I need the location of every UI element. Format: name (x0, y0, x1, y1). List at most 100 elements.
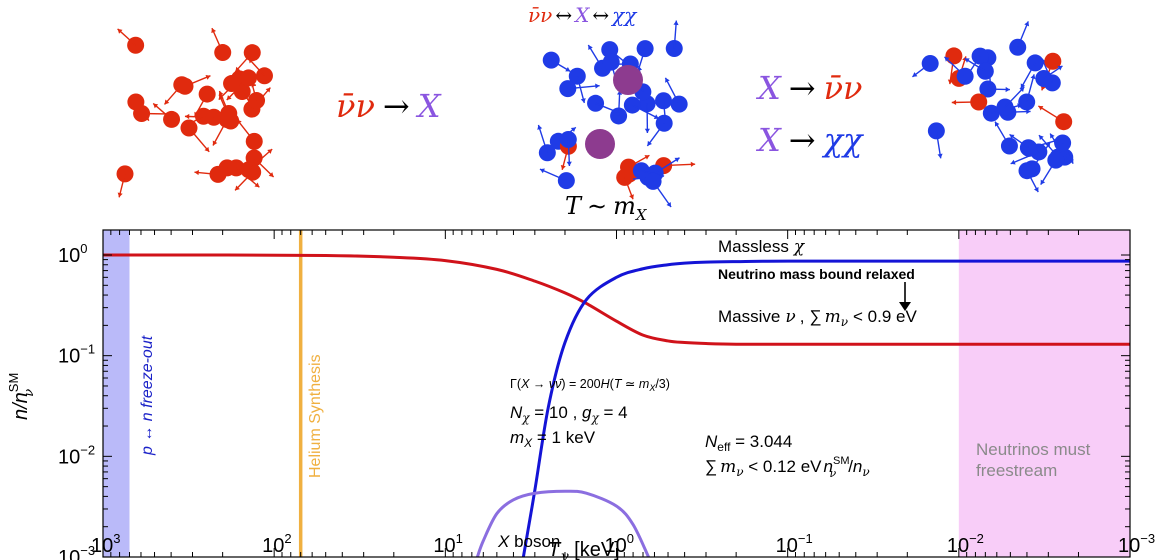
neutrino-particle-velocity (253, 157, 275, 178)
chi-particle-arrowhead (647, 140, 653, 146)
sum-m-nu-bound-label: ∑ mν < 0.12 eV nSM ν/nν (705, 455, 870, 480)
curves-layer (102, 253, 1130, 558)
neutrino-particle-arrowhead (644, 155, 650, 160)
chi-particle-arrowhead (1050, 133, 1055, 139)
chi-particle-arrowhead (644, 128, 650, 134)
neutrino-particle-velocity (211, 27, 224, 53)
chi-particle-arrowhead (937, 153, 943, 159)
chi-particle-velocity (652, 181, 672, 208)
chi-particle-arrowhead (912, 72, 918, 77)
particle-panel-decay (912, 21, 1074, 193)
chi-particle-arrowhead (588, 45, 593, 51)
particle-panel-equilibrium (537, 20, 696, 208)
x-boson-particle (613, 65, 643, 95)
chi-particle-velocity (1040, 159, 1057, 185)
chi-particle-arrowhead (1033, 187, 1039, 193)
massless-chi-label: Massless χ (718, 237, 806, 257)
chi-particle-velocity (664, 77, 680, 105)
chi-particle-arrowhead (964, 58, 970, 63)
neutrino-particle-arrowhead (194, 170, 199, 176)
neff-label: Neff = 3.044 (705, 432, 792, 454)
chi-particle-velocity (654, 157, 680, 174)
neutrino-particle-velocity (1038, 105, 1065, 123)
pn-freezeout-label: p ↔ n freeze-out (139, 335, 156, 456)
chi-particle-arrowhead (666, 201, 672, 207)
neutrino-particle-velocity (949, 55, 955, 85)
chi-particle-arrowhead (653, 114, 659, 119)
mass-bound-arrow (899, 282, 911, 311)
chi-particle-arrowhead (1009, 134, 1015, 140)
x-tick-label-0: 103 (91, 531, 120, 557)
x-tick-label-2: 101 (433, 531, 462, 557)
x-axis-label: Tγ [keV] (548, 539, 620, 560)
chi-particle-arrowhead (994, 121, 1000, 127)
chi-particle-velocity (1026, 74, 1035, 103)
neutrino-particle-velocity (141, 112, 173, 115)
chi-particle-velocity (632, 104, 660, 120)
chi-particle-arrowhead (673, 20, 679, 26)
neutrino-particle-velocity (193, 93, 208, 118)
m-x-label: mX = 1 keV (510, 428, 596, 450)
neutrino-particle-arrowhead (265, 87, 271, 93)
neutrino-particle-velocity (163, 84, 183, 105)
y-axis-label: n/nSMν (6, 373, 37, 420)
chi-particle-velocity (1031, 142, 1051, 170)
neutrino-particle-velocity (951, 101, 979, 104)
x-tick-label-4: 10−1 (776, 531, 813, 557)
neutrino-particle-velocity (663, 163, 696, 167)
y-tick-label-3: 10−3 (58, 543, 95, 560)
neutrino-particle-arrowhead (1038, 106, 1044, 111)
y-tick-label-2: 10−2 (58, 442, 95, 468)
chi-particle-arrowhead (570, 127, 576, 133)
chi-particle-velocity (994, 121, 1011, 147)
neutrino-particle-arrowhead (164, 99, 170, 105)
neutrino-particle-arrowhead (117, 28, 123, 34)
chi-particle-velocity (935, 130, 942, 159)
series-line-0 (102, 253, 1130, 346)
bands-layer (103, 230, 1130, 557)
neutrino-particle-arrowhead (153, 103, 159, 109)
chi-particle-velocity (1017, 21, 1029, 48)
band-0 (103, 230, 130, 557)
neutrino-particle-arrowhead (268, 172, 274, 177)
neutrino-particle-arrowhead (267, 149, 273, 154)
chi-particle-arrowhead (1030, 74, 1036, 80)
neutrino-particle-arrowhead (248, 58, 254, 64)
y-tick-label-1: 10−1 (58, 342, 95, 368)
chi-particle-velocity (944, 56, 966, 77)
x-tick-label-3: 100 (605, 531, 634, 557)
neutrino-particle-velocity (184, 115, 214, 118)
neutrino-particle-arrowhead (560, 164, 566, 170)
chi-particle-arrowhead (665, 77, 670, 83)
massive-nu-label: Massive ν, ∑ mν < 0.9 eV (718, 307, 917, 329)
neutrino-particle-arrowhead (204, 146, 210, 152)
chi-particle-velocity (567, 85, 600, 90)
reaction-x-to-chi: X → χχ (755, 121, 864, 159)
mass-bound-relaxed-label: Neutrino mass bound relaxed (718, 266, 915, 282)
freestream-label-1: Neutrinos must (976, 440, 1091, 459)
x-tick-label-5: 10−2 (947, 531, 984, 557)
neutrino-particle-arrowhead (194, 111, 199, 117)
neutrino-particle-arrowhead (226, 95, 232, 100)
chi-particle-velocity (537, 124, 548, 153)
chi-particle-arrowhead (613, 108, 619, 114)
equilibrium-equation: ν̄ν ↔ X ↔ χχ (528, 3, 638, 27)
chi-particle-velocity (567, 139, 571, 167)
chi-particle-velocity (673, 20, 678, 49)
chi-particle-arrowhead (1005, 86, 1010, 93)
neutrino-particle-arrowhead (212, 140, 218, 146)
neutrino-particle-arrowhead (205, 74, 211, 80)
n-chi-g-chi-label: Nχ = 10 , gχ = 4 (510, 403, 628, 425)
series-line-1 (521, 259, 1130, 558)
chi-particle (1026, 54, 1044, 72)
chi-particle-arrowhead (1057, 65, 1063, 71)
x-tick-label-1: 102 (262, 531, 291, 557)
neutrino-particle-arrowhead (218, 90, 224, 96)
neutrino-particle-arrowhead (184, 113, 190, 120)
neutrino-particle-velocity (188, 127, 210, 153)
temperature-label: T ∼ mX (565, 192, 648, 224)
chi-particle-arrowhead (1040, 179, 1046, 185)
x-boson-label: X boson (497, 532, 560, 551)
neutrino-particle-arrowhead (235, 185, 240, 191)
